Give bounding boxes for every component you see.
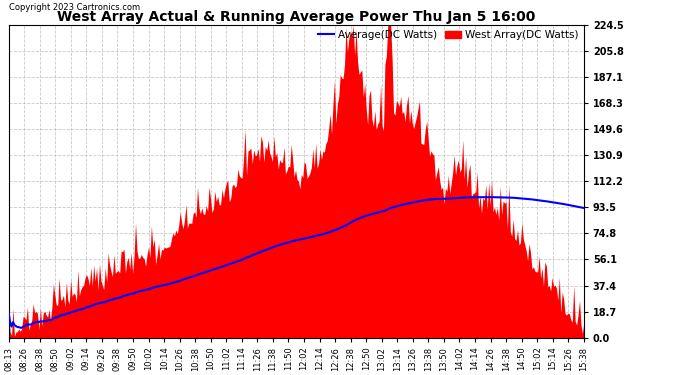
Text: Copyright 2023 Cartronics.com: Copyright 2023 Cartronics.com [9, 3, 140, 12]
Title: West Array Actual & Running Average Power Thu Jan 5 16:00: West Array Actual & Running Average Powe… [57, 9, 535, 24]
Legend: Average(DC Watts), West Array(DC Watts): Average(DC Watts), West Array(DC Watts) [318, 30, 579, 40]
